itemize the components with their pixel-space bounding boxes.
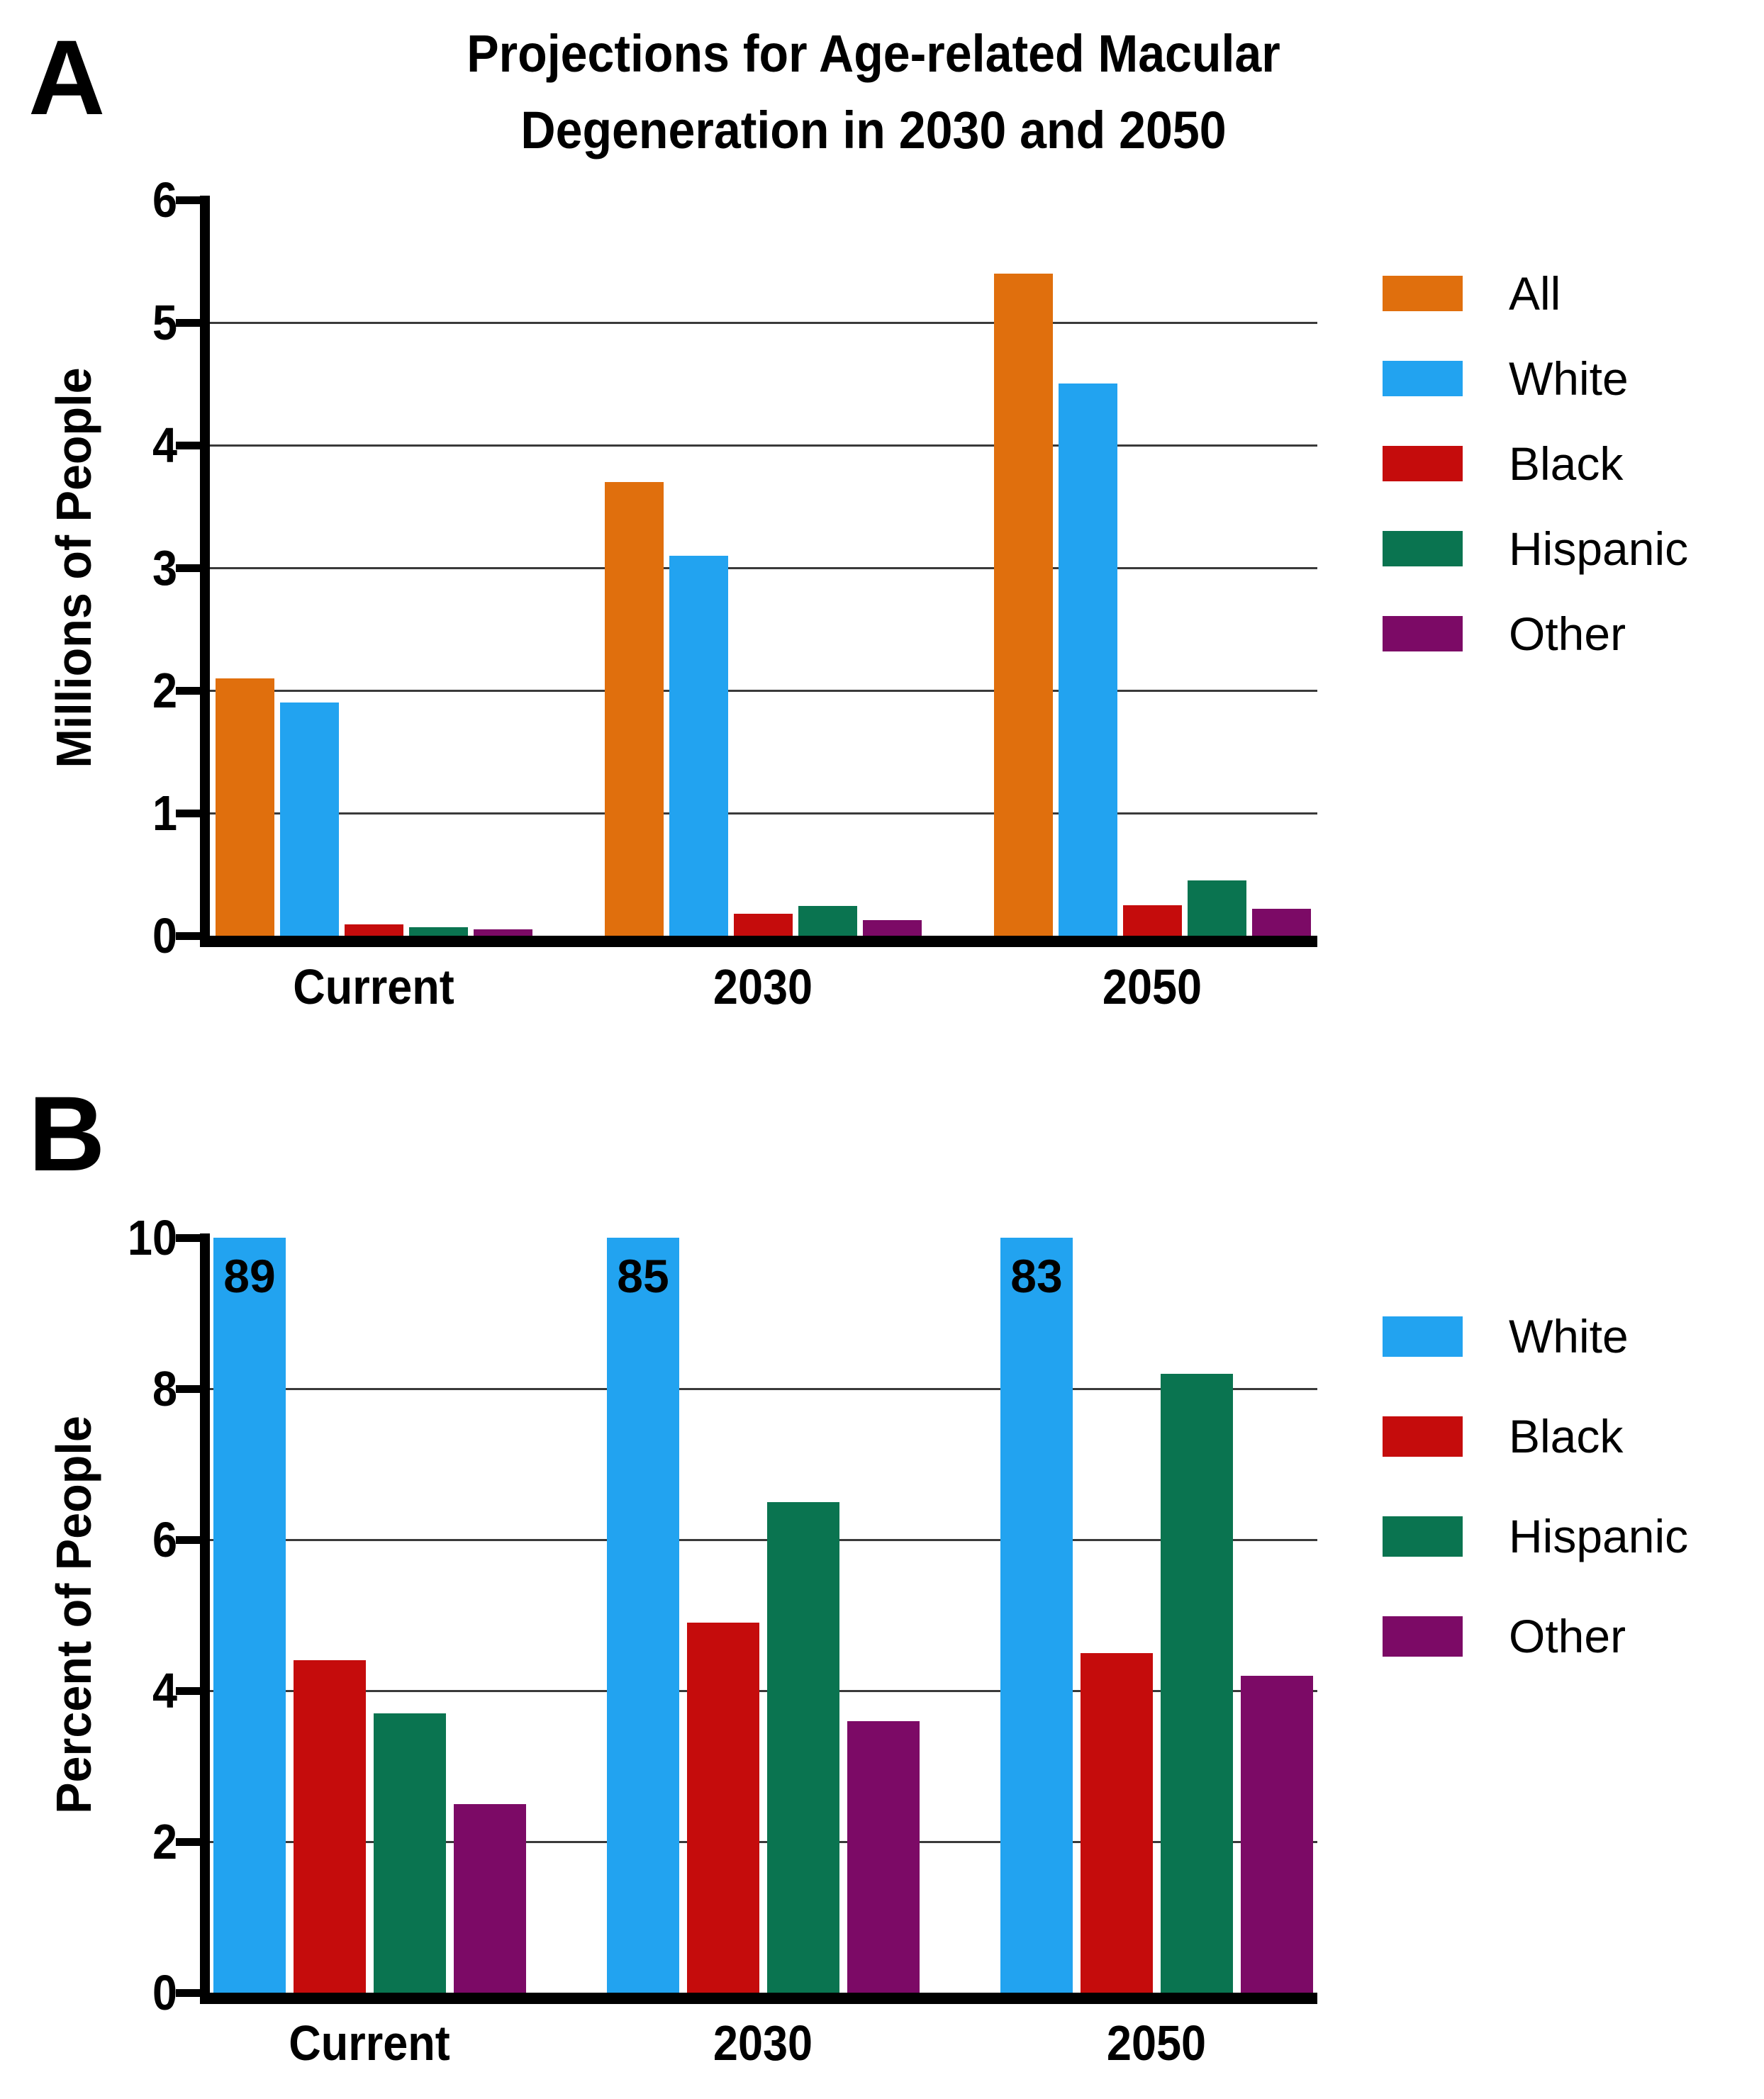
y-tick-label-4: 4 [152, 418, 177, 473]
bar-A-Current-Black [345, 924, 403, 936]
y-axis-line [200, 196, 210, 947]
bar-A-2030-Black [734, 914, 793, 936]
panel-b-y-axis-title: Percent of People [46, 1416, 101, 1814]
bar-B-2050-White [1000, 1238, 1073, 1993]
bar-B-Current-White [213, 1238, 286, 1993]
legend-label-black: Black [1509, 1410, 1624, 1462]
legend-label-white: White [1509, 352, 1629, 405]
y-tick-8 [176, 1385, 200, 1393]
y-tick-label-2: 2 [152, 1814, 177, 1869]
y-tick-label-3: 3 [152, 540, 177, 595]
y-tick-label-6: 6 [152, 172, 177, 228]
legend-swatch-white [1383, 1316, 1463, 1357]
legend-swatch-hispanic [1383, 531, 1463, 566]
y-tick-label-4: 4 [152, 1663, 177, 1718]
y-tick-4 [176, 442, 200, 449]
legend-label-other: Other [1509, 1610, 1626, 1662]
gridline-1 [210, 812, 1317, 815]
y-tick-10 [176, 1234, 200, 1242]
bar-A-2030-Hispanic [798, 906, 857, 936]
gridline-2 [210, 1841, 1317, 1843]
y-tick-3 [176, 564, 200, 572]
legend-label-black: Black [1509, 437, 1624, 490]
bar-A-2050-Black [1123, 905, 1182, 936]
bar-A-2050-White [1059, 384, 1117, 936]
bar-B-2050-Black [1081, 1653, 1153, 1993]
legend-swatch-hispanic [1383, 1516, 1463, 1557]
y-tick-6 [176, 196, 200, 204]
panel-b-label: B [28, 1074, 106, 1193]
x-axis-label-Current: Current [293, 959, 454, 1014]
gridline-3 [210, 567, 1317, 569]
y-tick-label-1: 1 [152, 785, 177, 841]
y-tick-label-2: 2 [152, 663, 177, 718]
bar-A-Current-Hispanic [409, 927, 468, 936]
x-axis-line [200, 1993, 1317, 2004]
gridline-5 [210, 322, 1317, 324]
x-axis-label-Current: Current [289, 2015, 450, 2071]
bar-A-Current-All [216, 678, 274, 936]
y-tick-label-0: 0 [152, 908, 177, 963]
bar-B-2050-Other [1241, 1676, 1313, 1993]
bar-B-2030-White [607, 1238, 679, 1993]
bar-B-Current-Other [454, 1804, 526, 1993]
x-axis-label-2030: 2030 [713, 2015, 813, 2071]
legend-label-other: Other [1509, 608, 1626, 660]
y-tick-2 [176, 1838, 200, 1846]
bar-value-label-Current: 89 [223, 1250, 276, 1302]
bar-B-Current-Hispanic [374, 1713, 446, 1993]
y-axis-line [200, 1233, 210, 2004]
y-tick-1 [176, 810, 200, 817]
panel-a-label: A [28, 18, 106, 137]
x-axis-label-2050: 2050 [1106, 2015, 1207, 2071]
bar-A-2050-All [994, 274, 1053, 936]
y-tick-4 [176, 1687, 200, 1695]
bar-A-2050-Hispanic [1188, 880, 1246, 936]
bar-A-2030-White [669, 556, 728, 936]
legend-label-white: White [1509, 1310, 1629, 1362]
bar-value-label-2030: 85 [617, 1250, 669, 1302]
y-tick-0 [176, 1989, 200, 1997]
legend-swatch-all [1383, 276, 1463, 311]
bar-B-2050-Hispanic [1161, 1374, 1233, 1993]
legend-label-hispanic: Hispanic [1509, 1510, 1689, 1562]
chart-title-line2: Degeneration in 2030 and 2050 [520, 101, 1227, 159]
y-tick-label-8: 8 [152, 1361, 177, 1416]
bar-value-label-2050: 83 [1010, 1250, 1063, 1302]
y-tick-label-0: 0 [152, 1965, 177, 2020]
y-tick-6 [176, 1536, 200, 1544]
legend-swatch-black [1383, 446, 1463, 481]
gridline-4 [210, 444, 1317, 447]
bar-A-2050-Other [1252, 909, 1311, 936]
legend-swatch-other [1383, 616, 1463, 651]
gridline-8 [210, 1388, 1317, 1390]
bar-B-2030-Other [847, 1721, 920, 1993]
gridline-4 [210, 1690, 1317, 1692]
x-axis-label-2030: 2030 [713, 959, 813, 1014]
bar-B-2030-Black [687, 1623, 759, 1993]
x-axis-label-2050: 2050 [1102, 959, 1202, 1014]
y-tick-label-6: 6 [152, 1512, 177, 1567]
y-tick-label-5: 5 [152, 295, 177, 350]
gridline-2 [210, 690, 1317, 692]
y-tick-5 [176, 319, 200, 327]
gridline-6 [210, 1539, 1317, 1541]
y-tick-label-10: 10 [127, 1210, 177, 1265]
legend-swatch-other [1383, 1616, 1463, 1657]
bar-A-2030-Other [863, 920, 922, 936]
chart-title-line1: Projections for Age-related Macular [467, 24, 1280, 83]
x-axis-line [200, 936, 1317, 947]
bar-A-2030-All [605, 482, 664, 936]
bar-B-Current-Black [294, 1660, 366, 1993]
bar-B-2030-Hispanic [767, 1502, 839, 1993]
y-tick-2 [176, 687, 200, 695]
bar-A-Current-Other [474, 929, 532, 936]
y-tick-0 [176, 932, 200, 940]
legend-label-hispanic: Hispanic [1509, 522, 1689, 575]
legend-swatch-black [1383, 1416, 1463, 1457]
legend-swatch-white [1383, 361, 1463, 396]
legend-label-all: All [1509, 267, 1561, 320]
bar-A-Current-White [280, 703, 339, 936]
